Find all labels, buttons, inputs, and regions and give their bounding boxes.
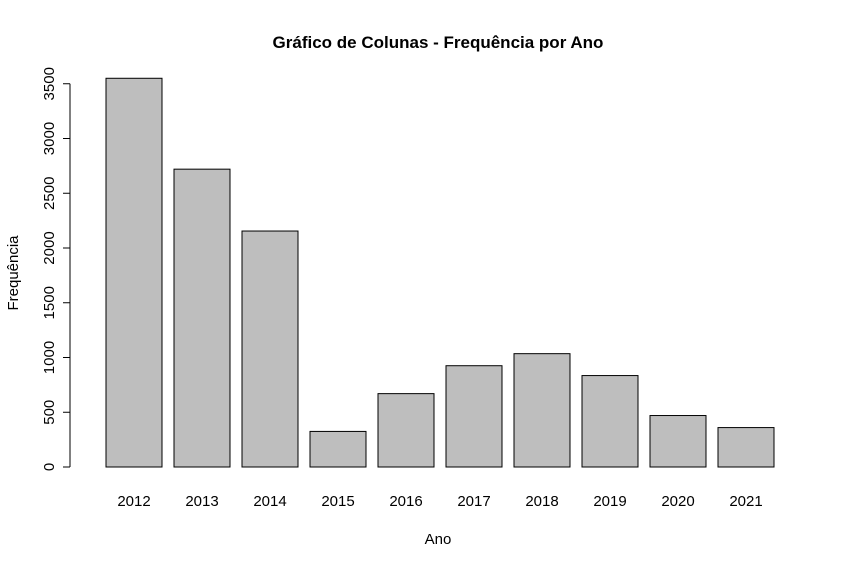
bars-group bbox=[105, 77, 775, 468]
x-tick-label: 2018 bbox=[525, 493, 558, 510]
x-tick-label: 2015 bbox=[321, 493, 354, 510]
bar-2017 bbox=[445, 365, 503, 468]
bar-2014 bbox=[241, 230, 299, 468]
y-tick-label: 3500 bbox=[41, 67, 58, 100]
bar-2018 bbox=[513, 353, 571, 468]
x-tick-label: 2016 bbox=[389, 493, 422, 510]
y-axis-label: Frequência bbox=[5, 235, 22, 311]
x-axis-label: Ano bbox=[425, 531, 452, 548]
x-tick-label: 2020 bbox=[661, 493, 694, 510]
y-tick-label: 0 bbox=[41, 463, 58, 471]
y-axis: 0 500 1000 1500 2000 2500 3000 3500 bbox=[41, 67, 71, 471]
bar-2013 bbox=[173, 168, 231, 468]
chart-title: Gráfico de Colunas - Frequência por Ano bbox=[273, 33, 604, 52]
x-tick-labels: 2012 2013 2014 2015 2016 2017 2018 2019 2020 2021 bbox=[117, 493, 762, 510]
x-tick-label: 2019 bbox=[593, 493, 626, 510]
x-tick-label: 2012 bbox=[117, 493, 150, 510]
y-tick-label: 2000 bbox=[41, 231, 58, 264]
bar-2012 bbox=[105, 77, 163, 468]
x-tick-label: 2017 bbox=[457, 493, 490, 510]
bar-2019 bbox=[581, 375, 639, 468]
bar-2020 bbox=[649, 415, 707, 468]
bar-2021 bbox=[717, 427, 775, 468]
x-tick-label: 2013 bbox=[185, 493, 218, 510]
y-tick-label: 2500 bbox=[41, 177, 58, 210]
bar-2016 bbox=[377, 393, 435, 468]
bar-2015 bbox=[309, 430, 367, 468]
x-tick-label: 2014 bbox=[253, 493, 286, 510]
y-tick-label: 3000 bbox=[41, 122, 58, 155]
y-tick-label: 1500 bbox=[41, 286, 58, 319]
y-tick-label: 500 bbox=[41, 400, 58, 425]
x-tick-label: 2021 bbox=[729, 493, 762, 510]
y-tick-label: 1000 bbox=[41, 341, 58, 374]
